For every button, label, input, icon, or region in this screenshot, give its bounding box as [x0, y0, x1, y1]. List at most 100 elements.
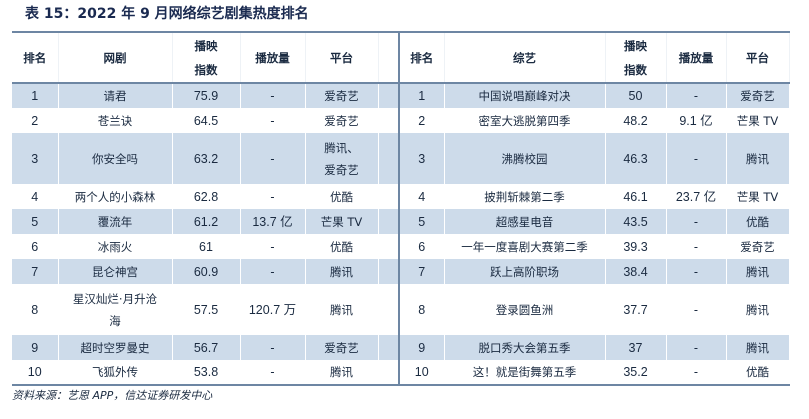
cell-plays: 120.7 万 [240, 284, 306, 335]
cell-plays: - [240, 234, 306, 259]
cell-title: 中国说唱巅峰对决 [444, 83, 606, 108]
cell-title: 沸腾校园 [444, 133, 606, 184]
table-row: 4 两个人的小森林 62.8- 优酷 4 披荆斩棘第二季 46.1 23.7 亿芒果 TV [12, 184, 790, 209]
cell-index: 61 [172, 234, 241, 259]
cell-index: 48.2 [605, 108, 667, 133]
header-label: 播放量 [255, 50, 290, 65]
spacer [378, 108, 400, 133]
cell-rank: 2 [12, 108, 59, 133]
spacer [378, 284, 400, 335]
cell-platform: 爱奇艺 [726, 83, 790, 108]
cell-rank: 9 [399, 335, 445, 360]
cell-platform: 腾讯 [726, 133, 790, 184]
spacer [378, 83, 400, 108]
cell-platform: 爱奇艺 [305, 83, 379, 108]
header-platform: 平台 [305, 32, 379, 83]
cell-plays: - [666, 133, 727, 184]
cell-platform: 爱奇艺 [305, 108, 379, 133]
table-row: 2 苍兰诀 64.5- 爱奇艺 2 密室大逃脱第四季 48.2 9.1 亿芒果 TV [12, 108, 790, 133]
cell-title: 覆流年 [58, 209, 173, 234]
cell-platform: 芒果 TV [726, 184, 790, 209]
cell-title: 一年一度喜剧大赛第二季 [444, 234, 606, 259]
cell-index: 64.5 [172, 108, 241, 133]
spacer [378, 32, 400, 83]
table-row: 7 昆仑神宫 60.9- 腾讯 7 跃上高阶职场 38.4- 腾讯 [12, 259, 790, 284]
cell-index: 50 [605, 83, 667, 108]
cell-title: 密室大逃脱第四季 [444, 108, 606, 133]
cell-plays: - [240, 360, 306, 385]
cell-platform: 优酷 [726, 209, 790, 234]
cell-platform: 优酷 [305, 234, 379, 259]
cell-plays: - [666, 209, 727, 234]
cell-plays: - [666, 284, 727, 335]
header-index: 播映指数 [172, 32, 241, 83]
header-label: 综艺 [513, 50, 536, 65]
cell-index: 37 [605, 335, 667, 360]
cell-platform: 腾讯 [305, 284, 379, 335]
cell-rank: 4 [12, 184, 59, 209]
cell-title: 苍兰诀 [58, 108, 173, 133]
cell-plays: - [666, 335, 727, 360]
cell-rank: 10 [12, 360, 59, 385]
header-label: 平台 [746, 50, 769, 65]
cell-rank: 1 [12, 83, 59, 108]
cell-platform: 腾讯 [305, 259, 379, 284]
cell-title: 请君 [58, 83, 173, 108]
cell-rank: 8 [399, 284, 445, 335]
header-rank: 排名 [12, 32, 59, 83]
cell-title: 星汉灿烂·月升沧海 [58, 284, 173, 335]
cell-title: 脱口秀大会第五季 [444, 335, 606, 360]
cell-plays: 13.7 亿 [240, 209, 306, 234]
cell-plays: 9.1 亿 [666, 108, 727, 133]
cell-rank: 5 [12, 209, 59, 234]
cell-index: 35.2 [605, 360, 667, 385]
cell-title: 冰雨火 [58, 234, 173, 259]
spacer [378, 133, 400, 184]
cell-title: 跃上高阶职场 [444, 259, 606, 284]
cell-title: 披荆斩棘第二季 [444, 184, 606, 209]
cell-rank: 7 [399, 259, 445, 284]
ranking-table: 排名 网剧 播映指数 播放量 平台 排名 综艺 播映指数 播放量 平台 1 请君 75.9- 爱奇艺 1 中… [12, 31, 790, 386]
cell-index: 38.4 [605, 259, 667, 284]
header-label: 排名 [23, 50, 47, 65]
table-row: 1 请君 75.9- 爱奇艺 1 中国说唱巅峰对决 50- 爱奇艺 [12, 83, 790, 108]
cell-rank: 4 [399, 184, 445, 209]
cell-plays: - [240, 133, 306, 184]
cell-platform: 优酷 [305, 184, 379, 209]
cell-rank: 7 [12, 259, 59, 284]
cell-index: 46.3 [605, 133, 667, 184]
table-row: 3 你安全吗 63.2- 腾讯、爱奇艺 3 沸腾校园 46.3- 腾讯 [12, 133, 790, 184]
cell-title: 两个人的小森林 [58, 184, 173, 209]
cell-title: 登录圆鱼洲 [444, 284, 606, 335]
cell-plays: - [666, 259, 727, 284]
cell-plays: - [240, 108, 306, 133]
cell-index: 56.7 [172, 335, 241, 360]
header-label: 播映指数 [624, 38, 647, 77]
spacer [378, 335, 400, 360]
cell-index: 39.3 [605, 234, 667, 259]
header-rank: 排名 [399, 32, 445, 83]
table-row: 9 超时空罗曼史 56.7- 爱奇艺 9 脱口秀大会第五季 37- 腾讯 [12, 335, 790, 360]
cell-rank: 3 [12, 133, 59, 184]
table-row: 6 冰雨火 61- 优酷 6 一年一度喜剧大赛第二季 39.3- 爱奇艺 [12, 234, 790, 259]
cell-title: 昆仑神宫 [58, 259, 173, 284]
cell-platform: 腾讯、爱奇艺 [305, 133, 379, 184]
cell-rank: 1 [399, 83, 445, 108]
cell-index: 63.2 [172, 133, 241, 184]
cell-platform: 芒果 TV [726, 108, 790, 133]
cell-plays: 23.7 亿 [666, 184, 727, 209]
cell-index: 46.1 [605, 184, 667, 209]
cell-platform: 爱奇艺 [726, 234, 790, 259]
cell-index: 53.8 [172, 360, 241, 385]
cell-index: 75.9 [172, 83, 241, 108]
header-plays: 播放量 [666, 32, 727, 83]
cell-platform: 爱奇艺 [305, 335, 379, 360]
header-label: 播映指数 [194, 38, 218, 77]
cell-platform: 腾讯 [726, 284, 790, 335]
header-title: 网剧 [58, 32, 173, 83]
header-platform: 平台 [726, 32, 790, 83]
cell-index: 57.5 [172, 284, 241, 335]
cell-plays: - [240, 83, 306, 108]
cell-title: 超时空罗曼史 [58, 335, 173, 360]
cell-platform: 腾讯 [726, 335, 790, 360]
